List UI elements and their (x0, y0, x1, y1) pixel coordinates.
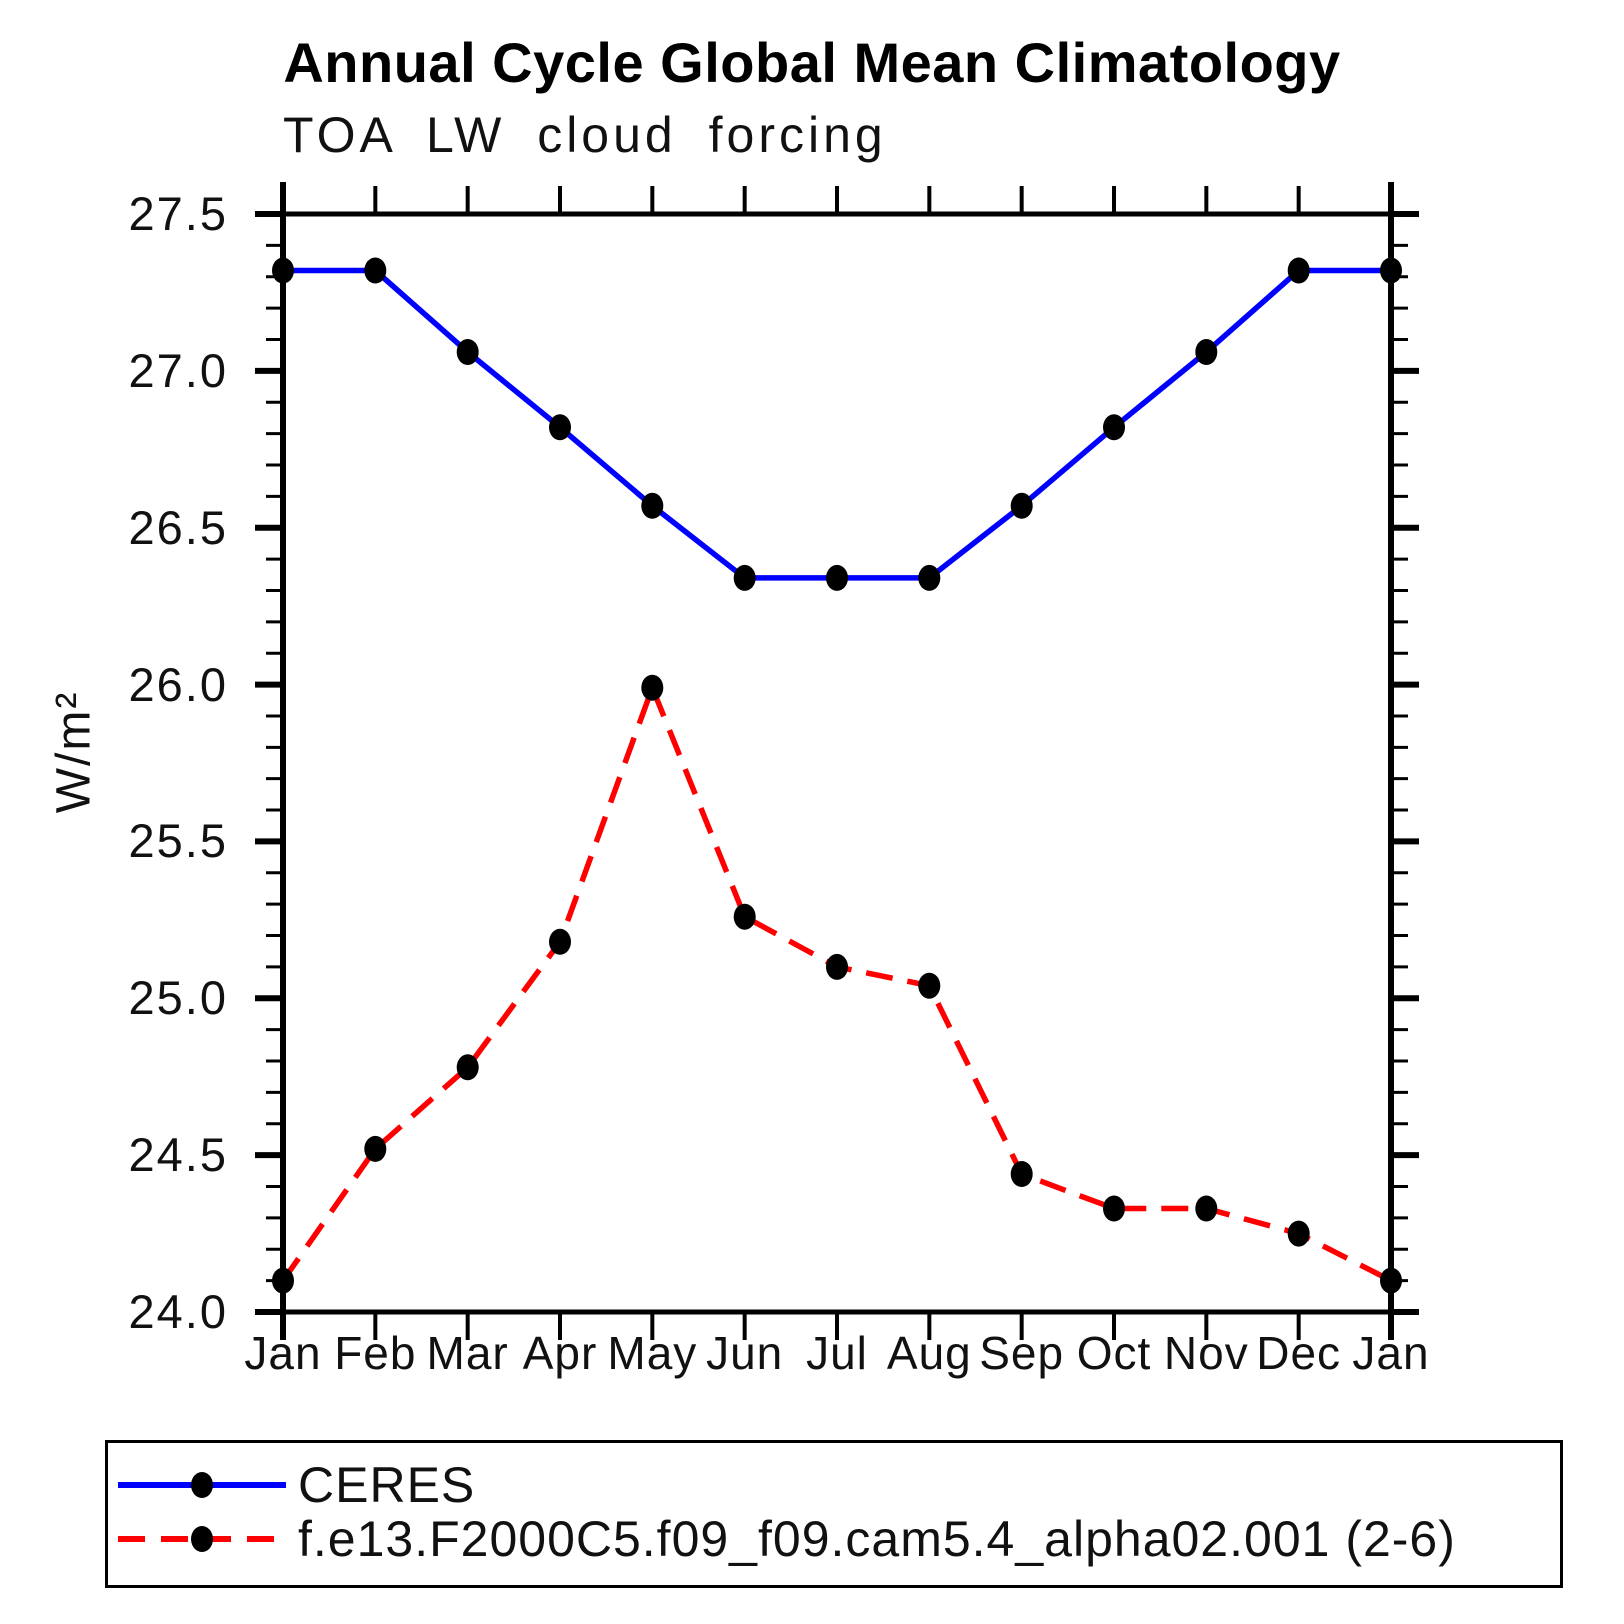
y-tick-label-24.5: 24.5 (128, 1128, 228, 1182)
legend-label-ceres: CERES (298, 1457, 476, 1513)
data-point-model-Jan (1380, 1267, 1402, 1294)
data-point-model-Feb (364, 1135, 387, 1162)
x-tick-label-Oct-9: Oct (1076, 1327, 1152, 1379)
legend-model-marker (191, 1526, 213, 1552)
data-point-model-Jun (733, 903, 756, 930)
y-tick-label-27.5: 27.5 (128, 187, 228, 240)
x-tick-label-Jan-12: Jan (1352, 1327, 1430, 1379)
legend-line-sample-model (118, 1526, 286, 1552)
data-point-ceres-Jun (733, 564, 756, 591)
x-tick-label-Dec-11: Dec (1256, 1327, 1342, 1379)
x-tick-label-Sep-8: Sep (979, 1327, 1065, 1379)
data-point-ceres-Dec (1287, 257, 1310, 284)
data-point-ceres-Mar (456, 339, 479, 365)
data-point-ceres-Jan (1380, 257, 1402, 284)
data-point-ceres-Jan (272, 257, 294, 284)
data-point-ceres-Aug (918, 564, 941, 591)
legend-row-model: f.e13.F2000C5.f09_f09.cam5.4_alpha02.001… (114, 1511, 1456, 1567)
x-tick-label-Apr-3: Apr (522, 1327, 598, 1379)
x-tick-label-Feb-1: Feb (334, 1327, 417, 1379)
legend-label-model: f.e13.F2000C5.f09_f09.cam5.4_alpha02.001… (298, 1511, 1456, 1567)
data-point-model-Mar (456, 1054, 479, 1081)
series-line-model (280, 680, 1393, 1284)
chart-title: Annual Cycle Global Mean Climatology (283, 31, 1341, 94)
y-tick-label-25.5: 25.5 (128, 814, 228, 868)
data-point-ceres-May (641, 492, 664, 519)
series-line-ceres (283, 267, 1391, 581)
y-tick-label-24.0: 24.0 (128, 1285, 228, 1338)
legend-ceres-marker (191, 1472, 213, 1498)
data-point-ceres-Sep (1010, 492, 1033, 519)
y-tick-label-26.0: 26.0 (128, 657, 228, 711)
data-point-model-Dec (1287, 1220, 1310, 1247)
y-tick-label-26.5: 26.5 (128, 500, 228, 554)
y-tick-label-25.0: 25.0 (128, 971, 228, 1025)
x-tick-label-Jul-6: Jul (806, 1327, 868, 1379)
data-point-model-Sep (1010, 1161, 1033, 1187)
x-tick-label-Jun-5: Jun (706, 1327, 784, 1379)
x-tick-label-May-4: May (607, 1327, 698, 1379)
x-tick-label-Jan-0: Jan (244, 1327, 322, 1379)
data-point-model-May (641, 674, 664, 701)
data-point-ceres-Oct (1103, 414, 1125, 441)
data-point-ceres-Apr (549, 414, 571, 441)
x-tick-label-Aug-7: Aug (886, 1327, 972, 1379)
data-point-model-Nov (1195, 1195, 1218, 1222)
x-tick-label-Mar-2: Mar (426, 1327, 509, 1379)
data-point-ceres-Jul (826, 564, 848, 591)
data-point-model-Jul (826, 953, 848, 980)
y-tick-label-27.0: 27.0 (128, 343, 228, 397)
legend-row-ceres: CERES (114, 1457, 475, 1513)
chart-subtitle: TOA LW cloud forcing (283, 107, 887, 163)
legend-line-sample-ceres (118, 1472, 286, 1498)
data-point-ceres-Feb (364, 257, 387, 284)
legend-box: CERES f.e13.F2000C5.f09_f09.cam5.4_alpha… (105, 1440, 1563, 1588)
x-tick-label-Nov-10: Nov (1163, 1327, 1249, 1379)
data-point-model-Apr (549, 928, 571, 955)
data-point-model-Aug (918, 972, 941, 999)
data-point-model-Jan (272, 1267, 294, 1294)
data-point-ceres-Nov (1195, 339, 1218, 365)
data-point-model-Oct (1103, 1195, 1125, 1222)
